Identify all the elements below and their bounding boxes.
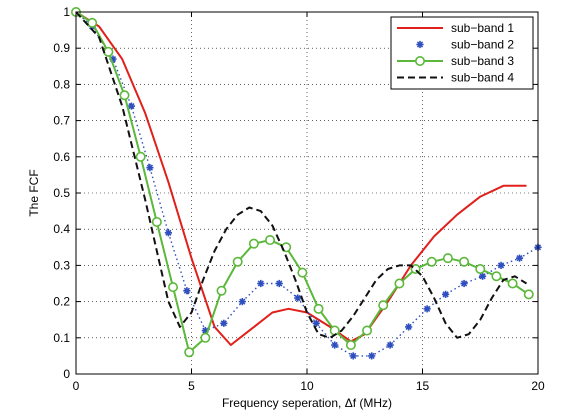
plot-series bbox=[71, 7, 542, 360]
data-point bbox=[442, 253, 453, 264]
data-point bbox=[313, 303, 324, 314]
data-point bbox=[297, 267, 308, 278]
data-point bbox=[475, 264, 486, 275]
data-point bbox=[119, 90, 130, 101]
data-point bbox=[146, 164, 154, 172]
legend-label: sub−band 3 bbox=[451, 54, 514, 68]
x-tick-label: 0 bbox=[73, 379, 80, 393]
data-point bbox=[378, 300, 389, 311]
data-point bbox=[362, 325, 373, 336]
data-point bbox=[497, 261, 505, 269]
x-tick-label: 20 bbox=[531, 379, 545, 393]
data-point bbox=[200, 332, 211, 343]
y-tick-label: 0.9 bbox=[53, 41, 70, 55]
grid bbox=[76, 12, 538, 374]
data-point bbox=[345, 340, 356, 351]
data-point bbox=[491, 271, 502, 282]
data-point bbox=[220, 319, 228, 327]
data-point bbox=[478, 272, 487, 280]
axis-ticks: 0 5 10 15 20 0 0.1 0.2 0.3 0.4 0.5 0.6 0.7 0.8 0.9 1 bbox=[53, 5, 545, 393]
data-point bbox=[394, 278, 405, 289]
data-point bbox=[265, 235, 276, 246]
data-point bbox=[127, 102, 136, 110]
y-tick-label: 0.1 bbox=[53, 331, 70, 345]
data-point bbox=[232, 256, 243, 267]
data-point bbox=[331, 341, 339, 349]
data-point bbox=[87, 17, 98, 28]
data-point bbox=[257, 279, 265, 288]
y-tick-label: 0.8 bbox=[53, 77, 70, 91]
legend-label: sub−band 1 bbox=[451, 21, 514, 35]
data-point bbox=[349, 352, 357, 360]
x-tick-label: 5 bbox=[188, 379, 195, 393]
x-axis-label: Frequency seperation, Δf (MHz) bbox=[222, 396, 392, 410]
data-point bbox=[183, 287, 191, 295]
data-point bbox=[507, 278, 518, 289]
y-tick-label: 0 bbox=[63, 367, 70, 381]
y-tick-label: 1 bbox=[63, 5, 70, 19]
data-point bbox=[523, 289, 534, 300]
series-line bbox=[75, 11, 528, 339]
data-point bbox=[442, 290, 450, 298]
x-tick-label: 10 bbox=[300, 379, 314, 393]
data-point bbox=[275, 279, 283, 288]
data-point bbox=[460, 279, 468, 288]
data-point bbox=[248, 238, 259, 249]
y-axis-label: The FCF bbox=[27, 169, 41, 216]
data-point bbox=[515, 254, 524, 262]
data-point bbox=[423, 305, 431, 313]
y-tick-label: 0.3 bbox=[53, 258, 70, 272]
data-point bbox=[312, 319, 320, 327]
data-point bbox=[168, 282, 179, 293]
data-point bbox=[294, 294, 302, 302]
legend-marker bbox=[414, 55, 425, 66]
x-tick-label: 15 bbox=[416, 379, 430, 393]
data-point bbox=[329, 325, 340, 336]
series-4 bbox=[75, 11, 528, 339]
legend-item: sub−band 4 bbox=[397, 71, 514, 85]
data-point bbox=[238, 298, 246, 306]
data-point bbox=[405, 323, 413, 331]
y-tick-label: 0.2 bbox=[53, 295, 70, 309]
data-point bbox=[151, 216, 162, 227]
legend-marker bbox=[416, 40, 424, 49]
y-tick-label: 0.6 bbox=[53, 150, 70, 164]
data-point bbox=[459, 256, 470, 267]
y-tick-label: 0.5 bbox=[53, 186, 70, 200]
data-point bbox=[135, 151, 146, 162]
legend: sub−band 1 sub−band 2 sub−band 3 sub−band 4 bbox=[390, 16, 534, 90]
y-tick-label: 0.4 bbox=[53, 222, 70, 236]
legend-item: sub−band 2 bbox=[416, 38, 514, 52]
data-point bbox=[216, 285, 227, 296]
legend-item: sub−band 1 bbox=[397, 21, 514, 35]
data-point bbox=[184, 347, 195, 358]
legend-label: sub−band 4 bbox=[451, 71, 514, 85]
data-point bbox=[368, 352, 376, 360]
data-point bbox=[426, 256, 437, 267]
data-point bbox=[386, 341, 394, 349]
y-tick-label: 0.7 bbox=[53, 114, 70, 128]
series-line bbox=[75, 11, 527, 346]
data-point bbox=[164, 229, 172, 237]
series-1 bbox=[75, 11, 527, 346]
legend-item: sub−band 3 bbox=[397, 54, 514, 68]
legend-label: sub−band 2 bbox=[451, 38, 514, 52]
data-point bbox=[103, 46, 114, 57]
